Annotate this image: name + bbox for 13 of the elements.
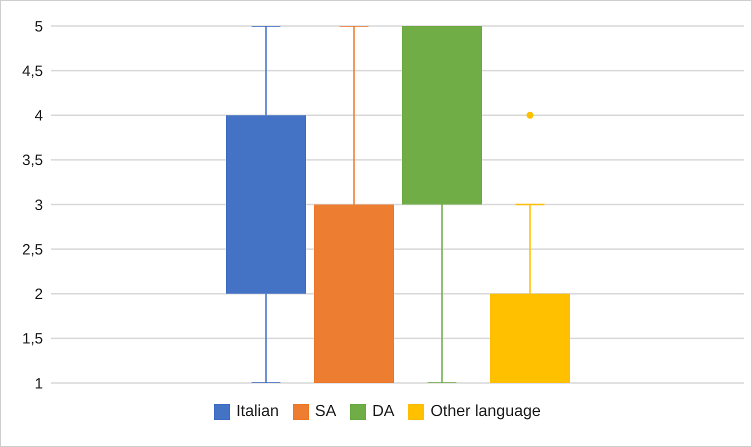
y-tick-label: 4,5: [22, 62, 43, 80]
legend-label: SA: [314, 403, 336, 421]
legend-label: DA: [372, 403, 394, 421]
y-tick-label: 4: [34, 108, 43, 125]
legend-label: Other language: [430, 403, 541, 421]
y-tick-label: 3: [34, 196, 43, 214]
y-tick-label: 2: [34, 286, 43, 304]
y-tick-label: 3,5: [22, 152, 43, 170]
y-tick-label: 5: [34, 18, 43, 36]
y-tick-label: 2,5: [22, 241, 43, 258]
legend-label: Italian: [236, 403, 279, 421]
y-tick-label: 1: [34, 375, 43, 392]
y-tick-label: 1,5: [22, 330, 43, 348]
